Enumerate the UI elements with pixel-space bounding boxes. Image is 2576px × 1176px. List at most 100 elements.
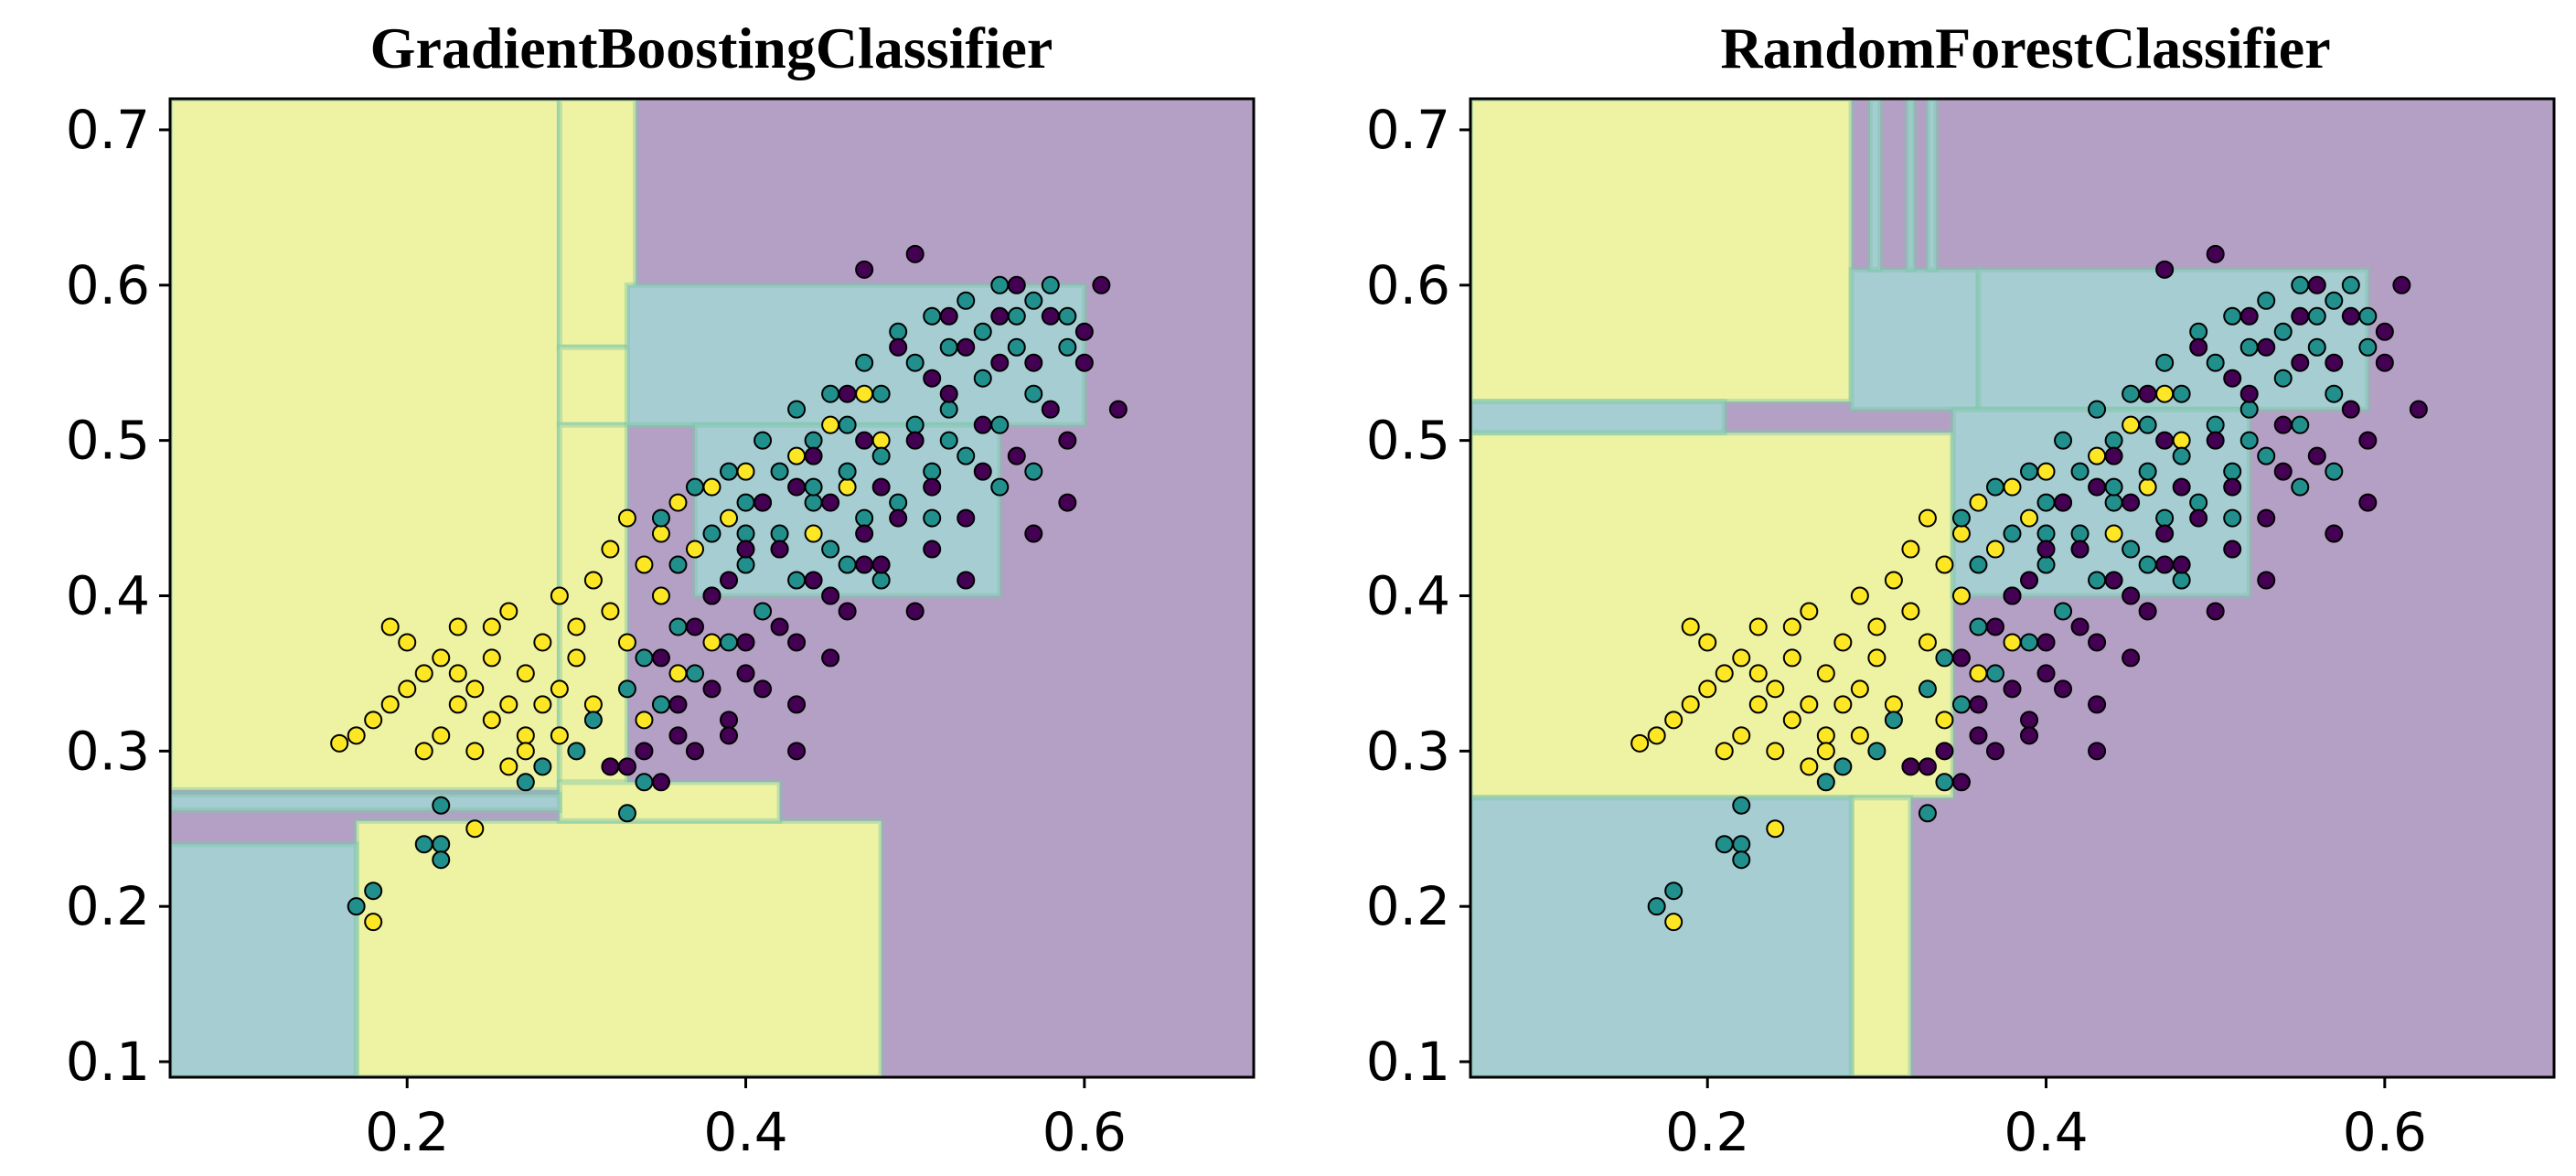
scatter-point-class-2 xyxy=(516,726,535,745)
scatter-point-class-2 xyxy=(1816,664,1835,683)
scatter-point-class-0 xyxy=(2375,322,2394,341)
scatter-point-class-0 xyxy=(2307,275,2326,294)
scatter-points xyxy=(1630,244,2428,932)
scatter-point-class-1 xyxy=(2088,571,2107,590)
scatter-point-class-0 xyxy=(685,742,704,761)
scatter-point-class-2 xyxy=(380,695,400,714)
scatter-point-class-2 xyxy=(635,711,654,730)
y-tick-label: 0.2 xyxy=(1366,875,1450,937)
decision-region-class-2 xyxy=(1470,99,1855,405)
y-tick-label: 0.2 xyxy=(66,875,150,937)
decision-region-class-2 xyxy=(1848,795,1914,1077)
scatter-point-class-2 xyxy=(1816,742,1835,761)
scatter-point-class-1 xyxy=(2138,462,2157,481)
scatter-point-class-0 xyxy=(855,524,874,543)
scatter-point-class-2 xyxy=(398,679,417,699)
scatter-point-class-2 xyxy=(2138,477,2157,497)
scatter-point-class-2 xyxy=(465,679,485,699)
scatter-point-class-1 xyxy=(2341,275,2360,294)
scatter-point-class-0 xyxy=(787,742,807,761)
decision-region-class-1 xyxy=(1904,99,1918,273)
scatter-point-class-0 xyxy=(871,477,891,497)
scatter-point-class-2 xyxy=(2104,524,2123,543)
scatter-point-class-2 xyxy=(1782,617,1801,636)
scatter-point-class-0 xyxy=(957,337,976,357)
scatter-point-class-1 xyxy=(2325,462,2344,481)
scatter-point-class-2 xyxy=(550,586,569,605)
scatter-point-class-1 xyxy=(1935,648,1954,668)
scatter-point-class-2 xyxy=(567,648,586,668)
scatter-point-class-1 xyxy=(939,431,958,450)
scatter-point-class-1 xyxy=(2239,337,2259,357)
scatter-point-class-0 xyxy=(2020,726,2039,745)
scatter-point-class-1 xyxy=(2291,415,2310,434)
scatter-point-class-1 xyxy=(2291,477,2310,497)
scatter-point-class-1 xyxy=(668,555,688,574)
scatter-point-class-2 xyxy=(1715,664,1734,683)
scatter-point-class-1 xyxy=(2273,322,2293,341)
scatter-point-class-2 xyxy=(1850,726,1869,745)
scatter-point-class-1 xyxy=(871,571,891,590)
scatter-point-class-0 xyxy=(720,571,739,590)
scatter-point-class-0 xyxy=(804,571,823,590)
scatter-point-class-0 xyxy=(838,384,857,403)
scatter-point-class-2 xyxy=(702,633,721,652)
scatter-point-class-2 xyxy=(668,493,688,512)
scatter-point-class-0 xyxy=(2223,477,2242,497)
scatter-point-class-2 xyxy=(1715,742,1734,761)
scatter-point-class-2 xyxy=(1664,711,1683,730)
scatter-point-class-2 xyxy=(499,602,518,621)
scatter-point-class-1 xyxy=(2273,369,2293,388)
scatter-point-class-1 xyxy=(2070,462,2090,481)
scatter-point-class-1 xyxy=(2070,524,2090,543)
scatter-point-class-1 xyxy=(1918,679,1937,699)
scatter-point-class-1 xyxy=(685,664,704,683)
scatter-point-class-0 xyxy=(2409,400,2428,419)
scatter-point-class-1 xyxy=(2172,446,2191,465)
scatter-point-class-2 xyxy=(1800,602,1819,621)
scatter-point-class-1 xyxy=(2036,493,2056,512)
scatter-point-class-1 xyxy=(2257,446,2276,465)
scatter-point-class-2 xyxy=(651,524,670,543)
scatter-point-class-1 xyxy=(1884,711,1903,730)
scatter-point-class-2 xyxy=(1833,633,1853,652)
scatter-point-class-1 xyxy=(567,742,586,761)
scatter-point-class-1 xyxy=(414,835,433,854)
scatter-point-class-1 xyxy=(1732,850,1751,870)
scatter-point-class-0 xyxy=(2392,275,2411,294)
scatter-point-class-1 xyxy=(838,555,857,574)
scatter-point-class-0 xyxy=(990,306,1010,326)
scatter-point-class-2 xyxy=(2155,384,2175,403)
scatter-point-class-0 xyxy=(787,477,807,497)
chart-gradient-boosting: GradientBoostingClassifier 0.1 0.2 0.3 0… xyxy=(66,16,1256,1163)
scatter-point-class-2 xyxy=(787,446,807,465)
scatter-point-class-2 xyxy=(736,462,755,481)
scatter-point-class-0 xyxy=(2358,493,2378,512)
scatter-point-class-1 xyxy=(990,477,1010,497)
scatter-point-class-0 xyxy=(617,757,636,776)
scatter-point-class-1 xyxy=(1058,306,1077,326)
scatter-point-class-2 xyxy=(364,711,383,730)
scatter-point-class-0 xyxy=(1041,400,1060,419)
scatter-point-class-0 xyxy=(2257,571,2276,590)
scatter-point-class-2 xyxy=(1918,508,1937,528)
scatter-point-class-2 xyxy=(1664,913,1683,932)
scatter-point-class-2 xyxy=(685,540,704,559)
scatter-point-class-1 xyxy=(754,431,773,450)
scatter-point-class-1 xyxy=(787,571,807,590)
scatter-point-class-0 xyxy=(2104,571,2123,590)
scatter-point-class-2 xyxy=(567,617,586,636)
scatter-point-class-0 xyxy=(1074,353,1094,372)
scatter-point-class-0 xyxy=(1058,493,1077,512)
scatter-point-class-0 xyxy=(923,540,942,559)
scatter-point-class-2 xyxy=(2122,415,2141,434)
scatter-point-class-2 xyxy=(432,648,451,668)
scatter-point-class-1 xyxy=(905,353,925,372)
scatter-point-class-0 xyxy=(1935,742,1954,761)
decision-region-class-1 xyxy=(1866,99,1884,273)
scatter-point-class-1 xyxy=(1867,742,1887,761)
scatter-point-class-0 xyxy=(905,602,925,621)
scatter-point-class-1 xyxy=(668,617,688,636)
scatter-point-class-1 xyxy=(838,415,857,434)
scatter-point-class-1 xyxy=(787,400,807,419)
